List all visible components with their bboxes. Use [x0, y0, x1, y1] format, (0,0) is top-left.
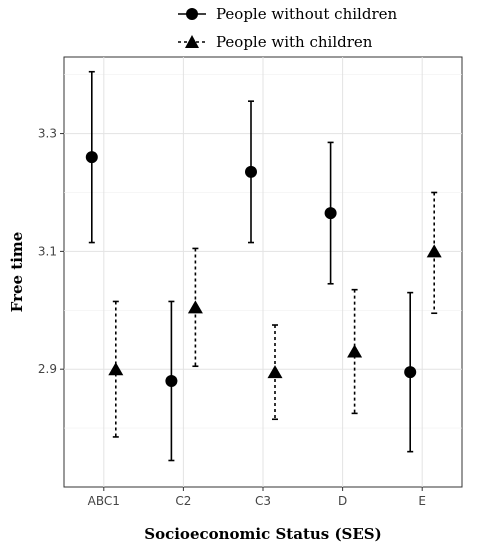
legend-label-with-children: People with children — [216, 33, 373, 51]
data-point-triangle — [108, 362, 124, 376]
x-tick-label: C2 — [175, 494, 191, 508]
x-tick-label: ABC1 — [88, 494, 120, 508]
data-point-circle — [324, 207, 337, 220]
y-tick-label: 2.9 — [38, 362, 57, 376]
legend-item-with-children: People with children — [178, 33, 373, 51]
grid — [64, 57, 462, 487]
y-tick-label: 3.3 — [38, 127, 57, 141]
y-axis-ticks: 2.9 3.1 3.3 — [38, 127, 64, 376]
x-axis-label: Socioeconomic Status (SES) — [144, 525, 381, 543]
legend-item-without-children: People without children — [178, 5, 397, 23]
x-axis-ticks: ABC1 C2 C3 D E — [88, 487, 426, 508]
x-tick-label: D — [338, 494, 347, 508]
data-points — [85, 151, 442, 387]
data-point-triangle — [267, 365, 283, 379]
legend-marker-triangle — [185, 35, 199, 48]
legend-label-without-children: People without children — [216, 5, 397, 23]
x-tick-label: E — [418, 494, 426, 508]
y-tick-label: 3.1 — [38, 244, 57, 258]
y-axis-label: Free time — [8, 232, 26, 313]
data-point-circle — [404, 366, 417, 379]
data-point-triangle — [426, 244, 442, 258]
data-point-triangle — [187, 300, 203, 314]
data-point-triangle — [347, 344, 363, 358]
x-tick-label: C3 — [255, 494, 271, 508]
legend: People without children People with chil… — [178, 5, 397, 51]
legend-marker-circle — [186, 8, 198, 20]
data-point-circle — [245, 165, 257, 178]
data-point-circle — [85, 151, 98, 164]
data-point-circle — [165, 374, 178, 387]
